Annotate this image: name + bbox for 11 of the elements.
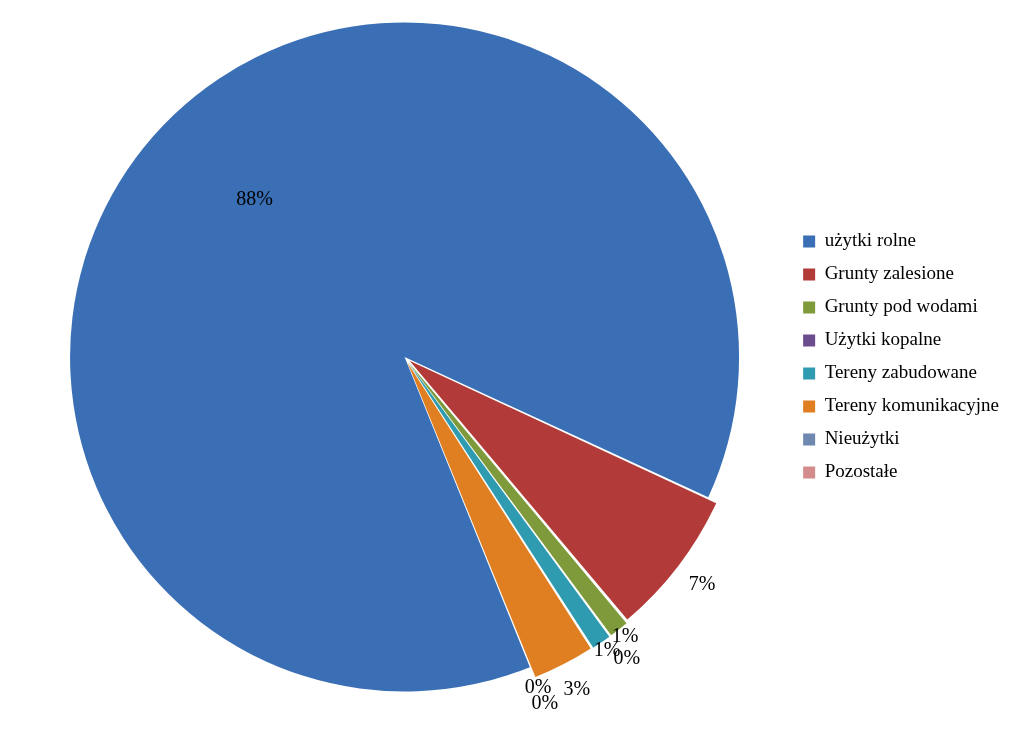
data-label: 7% (688, 571, 716, 594)
legend-label: Pozostałe (824, 460, 898, 482)
data-label: 88% (236, 186, 273, 209)
data-label: 3% (563, 676, 591, 699)
legend-label: Tereny komunikacyjne (824, 394, 999, 416)
legend-label: użytki rolne (824, 229, 916, 251)
legend-label: Tereny zabudowane (824, 361, 977, 383)
legend-label: Użytki kopalne (824, 328, 942, 350)
legend-label: Nieużytki (824, 427, 900, 449)
legend-label: Grunty pod wodami (824, 295, 978, 317)
legend-label: Grunty zalesione (824, 262, 954, 284)
